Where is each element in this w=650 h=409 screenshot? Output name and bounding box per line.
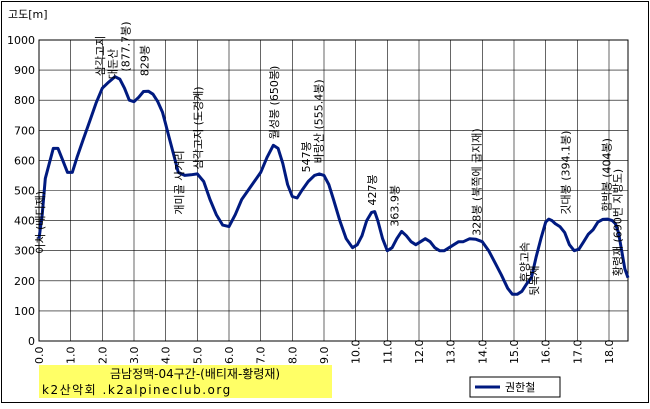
title-line-2: k2산악회 .k2alpineclub.org (42, 383, 232, 397)
peak-annotation: 829봉 (138, 45, 151, 76)
peak-annotation: 바랑산 (555.4봉) (312, 79, 325, 163)
peak-annotation: 363.9봉 (388, 185, 401, 227)
y-tick-label: 1000 (7, 34, 35, 47)
x-tick-label: 9.0 (318, 347, 331, 365)
y-tick-label: 300 (14, 245, 35, 258)
x-tick-label: 14.0 (476, 340, 489, 365)
y-tick-label: 700 (14, 124, 35, 137)
peak-annotation: 삼각고지 (도경계) (192, 86, 205, 169)
title-box-bg (39, 365, 332, 398)
peak-annotation: 월성봉 (650봉) (268, 66, 281, 140)
plot-area-frame (38, 39, 629, 342)
x-tick-label: 3.0 (128, 347, 141, 365)
x-tick-label: 4.0 (160, 347, 173, 365)
x-tick-label: 6.0 (223, 347, 236, 365)
y-tick-label: 600 (14, 154, 35, 167)
x-tick-label: 15.0 (508, 340, 521, 365)
legend-box (469, 376, 561, 398)
y-tick-label: 200 (14, 275, 35, 288)
x-tick-label: 5.0 (191, 347, 204, 365)
peak-annotation: 뒷목재 (528, 266, 541, 296)
y-tick-labels: 0 100 200 300 400 500 600 700 800 900 1000 (7, 34, 35, 348)
x-tick-label: 0.0 (33, 347, 46, 365)
peak-annotation: 이치 (배티재) (34, 191, 47, 254)
x-tick-label: 17.0 (571, 340, 584, 365)
x-tick-label: 7.0 (255, 347, 268, 365)
x-tick-labels: 0.0 1.0 2.0 3.0 4.0 5.0 6.0 7.0 8.0 9.0 10.0 11.0 12… (33, 340, 616, 365)
peak-annotation: 삼각고지 (94, 36, 107, 76)
x-tick-label: 11.0 (381, 340, 394, 365)
x-tick-label: 8.0 (286, 347, 299, 365)
y-tick-label: 500 (14, 185, 35, 198)
y-tick-label: 800 (14, 94, 35, 107)
y-axis-title: 고도[m] (8, 8, 48, 21)
peak-annotation: 547봉 (300, 141, 313, 172)
x-tick-label: 12.0 (413, 340, 426, 365)
peak-annotation: 함박봉 (404봉) (601, 138, 614, 212)
legend-label: 권한철 (505, 381, 535, 394)
x-tick-label: 16.0 (540, 340, 553, 365)
chart-outer-frame (1, 1, 649, 403)
x-tick-label: 18.0 (603, 340, 616, 365)
y-tick-label: 900 (14, 64, 35, 77)
y-tick-label: 400 (14, 215, 35, 228)
peak-annotation: 황령재 (690번 지방도) (612, 169, 625, 276)
peak-annotation: 328봉 (북쪽에 굽지재) (471, 128, 484, 235)
title-line-1: 금남정맥-04구간-(배티재-황령재) (110, 367, 280, 381)
peak-annotation: 깃대봉 (394.1봉) (559, 131, 572, 215)
peak-annotation: (877.7봉) (119, 21, 132, 71)
x-tick-label: 1.0 (65, 347, 78, 365)
y-tick-label: 100 (14, 305, 35, 318)
peak-annotation: 427봉 (366, 174, 379, 205)
peak-annotation: 대둔산 (107, 49, 120, 79)
peak-annotation: 휴양고속 (518, 242, 531, 282)
y-tick-label: 0 (28, 335, 35, 348)
legend: 권한철 (469, 376, 561, 398)
x-tick-label: 10.0 (350, 340, 363, 365)
series-line-elevation (37, 75, 630, 296)
title-box: 금남정맥-04구간-(배티재-황령재) k2산악회 .k2alpineclub.… (39, 365, 332, 398)
x-tick-label: 2.0 (96, 347, 109, 365)
peak-annotation: 개미골 사거리 (173, 150, 186, 214)
x-tick-label: 13.0 (445, 340, 458, 365)
